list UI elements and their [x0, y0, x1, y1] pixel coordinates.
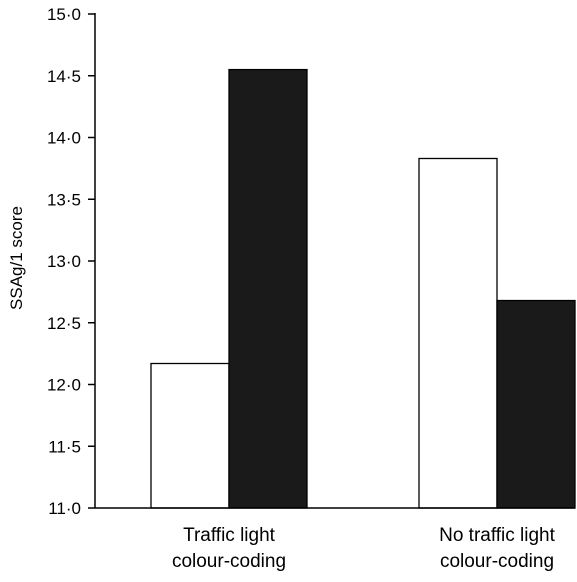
y-tick-label: 13·5 — [47, 190, 81, 209]
y-tick-label: 15·0 — [47, 5, 81, 24]
bars — [150, 68, 576, 509]
axes — [94, 13, 575, 509]
y-tick-label: 13·0 — [47, 252, 81, 271]
y-tick-label: 11·5 — [48, 437, 81, 456]
y-axis-title-group: SSAg/1 score — [7, 206, 26, 310]
bar-series-2-category-2 — [496, 299, 576, 509]
y-tick-label: 11·0 — [48, 499, 81, 518]
category-label-line2: colour-coding — [172, 551, 286, 572]
y-axis-title: SSAg/1 score — [7, 206, 26, 310]
y-tick-label: 12·5 — [47, 314, 81, 333]
category-label-line1: Traffic light — [183, 525, 276, 546]
category-labels: Traffic light colour-coding No traffic lig… — [172, 525, 556, 572]
bar-series-1-category-2 — [418, 157, 498, 509]
bar-series-1-category-1 — [150, 362, 230, 509]
y-tick-label: 14·5 — [47, 67, 81, 86]
y-ticks: 11·0 11·5 12·0 12·5 13·0 13·5 14·0 14·5 15·0 — [47, 5, 95, 518]
category-label-line2: colour-coding — [440, 551, 554, 572]
y-tick-label: 12·0 — [47, 376, 81, 395]
y-tick-label: 14·0 — [47, 129, 81, 148]
bar-series-2-category-1 — [228, 68, 308, 509]
category-label-line1: No traffic light — [439, 525, 556, 546]
